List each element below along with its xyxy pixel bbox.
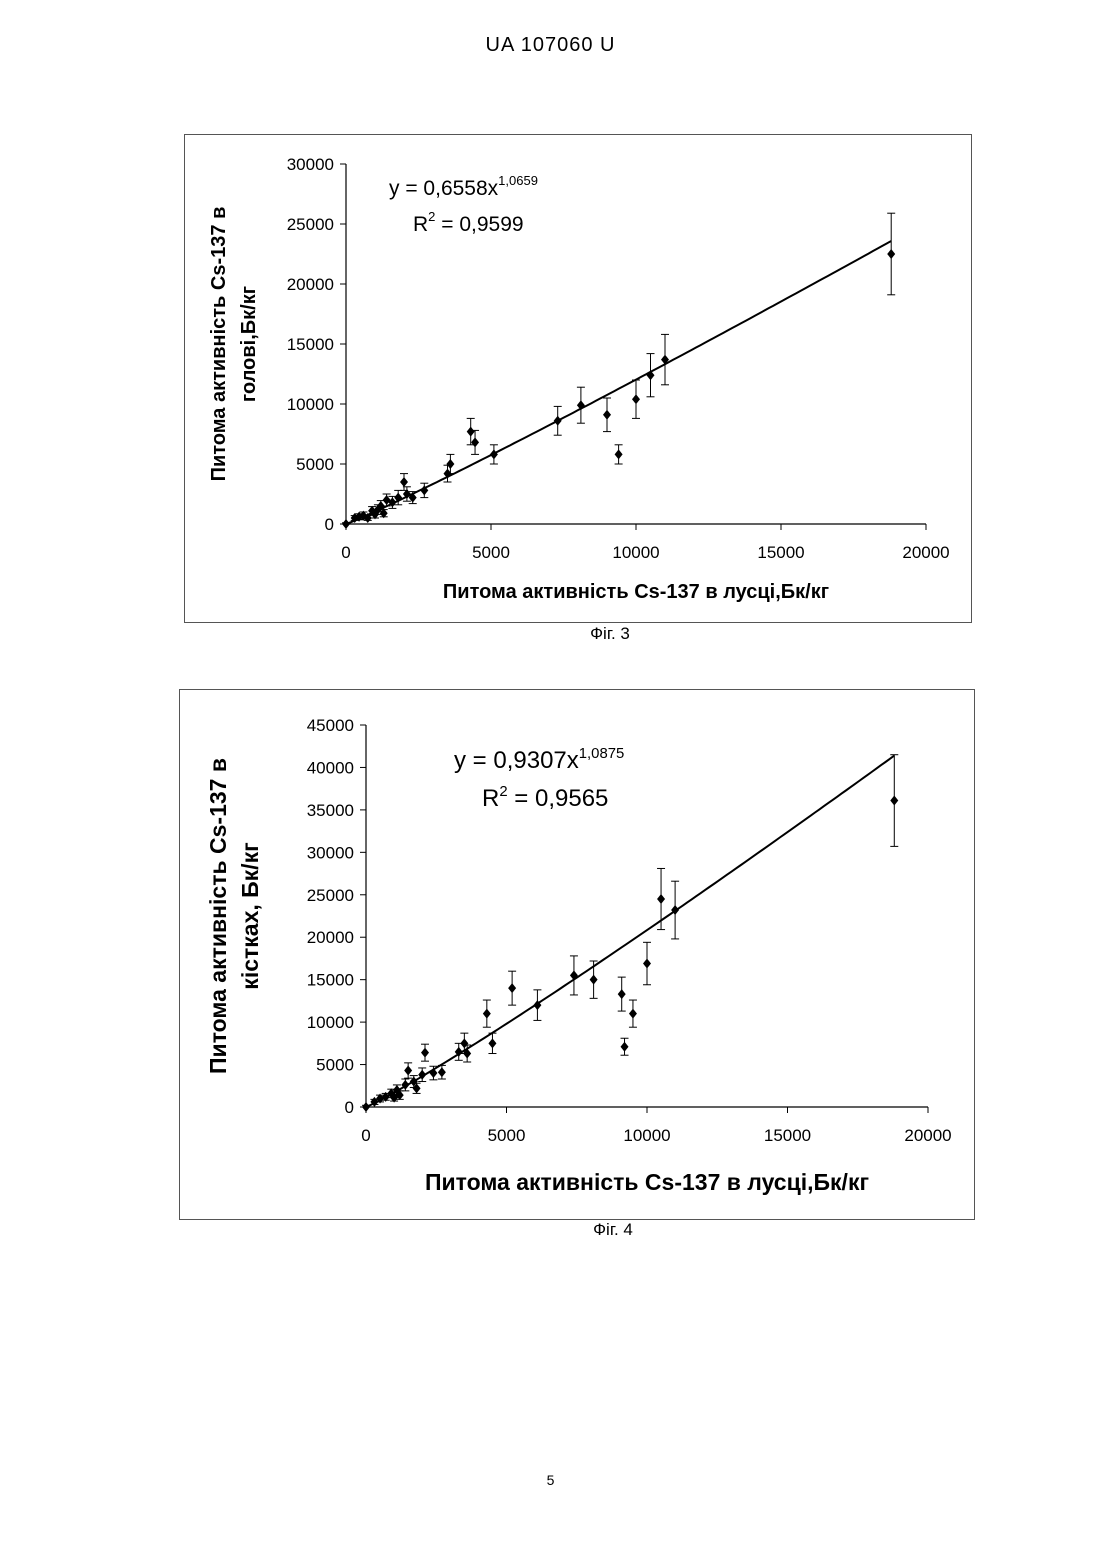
y-tick-label: 45000 (307, 716, 354, 735)
data-point (657, 894, 665, 904)
data-point (404, 1065, 412, 1075)
data-point (483, 1009, 491, 1019)
equation-exponent: 1,0875 (579, 746, 625, 762)
data-point (577, 400, 585, 410)
r-squared-label: R2 = 0,9599 (413, 209, 524, 236)
data-point (342, 519, 350, 529)
x-tick-label: 10000 (623, 1126, 670, 1145)
data-point (890, 796, 898, 806)
x-axis-title: Питома активність Cs-137 в лусці,Бк/кг (443, 581, 829, 603)
x-tick-label: 15000 (757, 543, 804, 562)
equation-main: y = 0,6558x (389, 177, 499, 200)
data-point (554, 416, 562, 426)
data-point (615, 449, 623, 459)
y-tick-label: 40000 (307, 758, 354, 777)
data-point (887, 249, 895, 259)
y-tick-label: 0 (325, 515, 334, 534)
y-tick-label: 15000 (307, 971, 354, 990)
y-axis-title-line: Питома активність Cs-137 в (208, 207, 230, 482)
data-point (421, 1048, 429, 1058)
figure-caption-fig3: Фіг. 3 (510, 624, 710, 644)
y-tick-label: 5000 (296, 455, 334, 474)
scatter-chart-fig3: 0 5000 10000 15000 20000 25000 30000 0 5000 10000… (185, 135, 971, 622)
x-tick-label: 15000 (764, 1126, 811, 1145)
y-tick-label: 0 (345, 1098, 354, 1117)
x-tick-label: 20000 (904, 1126, 951, 1145)
data-point (590, 975, 598, 985)
y-tick-label: 10000 (287, 395, 334, 414)
y-tick-label: 20000 (287, 275, 334, 294)
x-tick-label: 5000 (488, 1126, 526, 1145)
trendline-equation: y = 0,9307x1,0875 (454, 746, 624, 774)
data-point (438, 1067, 446, 1077)
x-tick-label: 0 (341, 543, 350, 562)
y-tick-label: 35000 (307, 801, 354, 820)
figure-caption-fig4: Фіг. 4 (513, 1220, 713, 1240)
y-tick-label: 20000 (307, 928, 354, 947)
data-point (643, 959, 651, 969)
x-tick-label: 5000 (472, 543, 510, 562)
r-squared-value: = 0,9599 (435, 213, 523, 236)
data-point (603, 410, 611, 420)
y-tick-label: 30000 (307, 843, 354, 862)
r-squared-symbol: R (413, 213, 428, 236)
data-point (471, 437, 479, 447)
data-point (488, 1038, 496, 1048)
equation-exponent: 1,0659 (498, 173, 538, 188)
r-squared-value: = 0,9565 (508, 785, 609, 812)
r-squared-superscript: 2 (499, 784, 507, 800)
x-axis-title: Питома активність Cs-137 в лусці,Бк/кг (425, 1169, 869, 1195)
data-point (632, 394, 640, 404)
data-point (508, 983, 516, 993)
data-point (429, 1068, 437, 1078)
x-tick-label: 0 (361, 1126, 370, 1145)
chart-frame-fig3: 0 5000 10000 15000 20000 25000 30000 0 5000 10000… (184, 134, 972, 623)
y-tick-label: 25000 (307, 886, 354, 905)
patent-header: UA 107060 U (0, 34, 1101, 57)
data-point (621, 1042, 629, 1052)
y-tick-label: 25000 (287, 215, 334, 234)
trendline-equation: y = 0,6558x1,0659 (389, 173, 538, 200)
data-point (647, 370, 655, 380)
y-axis-title-line: кістках, Бк/кг (237, 842, 263, 989)
equation-main: y = 0,9307x (454, 747, 579, 774)
data-point (490, 449, 498, 459)
data-point (467, 427, 475, 437)
trendline (366, 756, 894, 1107)
data-point (629, 1009, 637, 1019)
chart-frame-fig4: 0500010000150002000025000300003500040000… (179, 689, 975, 1220)
y-axis-title-line: голові,Бк/кг (238, 286, 260, 402)
y-axis-title-line: Питома активність Cs-137 в (205, 758, 231, 1074)
scatter-chart-fig4: 0500010000150002000025000300003500040000… (180, 690, 974, 1219)
y-tick-label: 10000 (307, 1013, 354, 1032)
page-number: 5 (0, 1472, 1101, 1488)
x-tick-label: 20000 (902, 543, 949, 562)
data-point (400, 477, 408, 487)
data-point (570, 970, 578, 980)
r-squared-superscript: 2 (428, 209, 435, 224)
data-point (362, 1102, 370, 1112)
r-squared-symbol: R (482, 785, 499, 812)
data-point (618, 989, 626, 999)
r-squared-label: R2 = 0,9565 (482, 784, 608, 812)
y-tick-label: 5000 (316, 1056, 354, 1075)
y-tick-label: 30000 (287, 155, 334, 174)
x-tick-label: 10000 (612, 543, 659, 562)
trendline (346, 241, 891, 524)
y-tick-label: 15000 (287, 335, 334, 354)
